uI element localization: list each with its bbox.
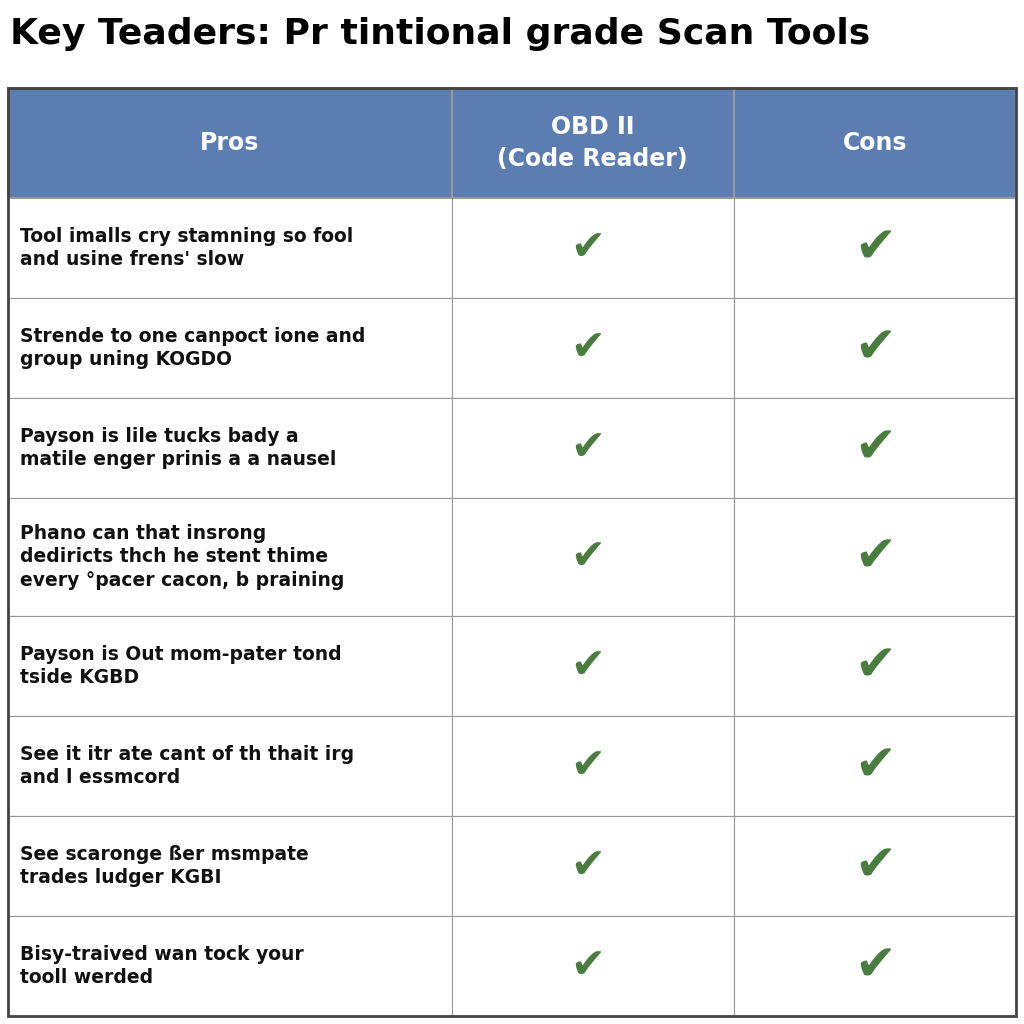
Bar [8,198,452,298]
Bar [734,816,1016,916]
Text: ✔: ✔ [854,424,896,472]
Text: ✔: ✔ [570,845,605,887]
Bar [734,298,1016,398]
Text: ✔: ✔ [570,745,605,787]
Text: Payson is Out mom-pater tond
tside KGBD: Payson is Out mom-pater tond tside KGBD [20,645,342,687]
Bar [734,916,1016,1016]
Bar [8,498,452,616]
Text: ✔: ✔ [854,942,896,990]
Text: ✔: ✔ [854,742,896,790]
Text: ✔: ✔ [570,945,605,987]
Text: ✔: ✔ [570,227,605,269]
Bar [452,716,734,816]
Text: See it itr ate cant of th thait irg
and l essmcord: See it itr ate cant of th thait irg and … [20,744,354,787]
Text: ✔: ✔ [854,842,896,890]
Bar [734,198,1016,298]
Bar [8,398,452,498]
Bar [452,498,734,616]
Bar [8,716,452,816]
Bar [452,88,734,198]
Text: ✔: ✔ [854,224,896,272]
Bar [8,88,452,198]
Text: ✔: ✔ [854,642,896,690]
Text: Strende to one canpoct ione and
group uning KOGDO: Strende to one canpoct ione and group un… [20,327,366,370]
Bar [452,816,734,916]
Text: ✔: ✔ [570,536,605,578]
Text: ✔: ✔ [570,645,605,687]
Text: Tool imalls cry stamning so fool
and usine frens' slow: Tool imalls cry stamning so fool and usi… [20,226,353,269]
Text: See scaronge ßer msmpate
trades ludger KGBI: See scaronge ßer msmpate trades ludger K… [20,845,309,887]
Bar [452,398,734,498]
Bar [452,616,734,716]
Text: ✔: ✔ [570,427,605,469]
Text: Bisy-traived wan tock your
tooll werded: Bisy-traived wan tock your tooll werded [20,945,304,987]
Text: OBD II
(Code Reader): OBD II (Code Reader) [498,116,688,171]
Bar [8,298,452,398]
Text: Payson is lile tucks bady a
matile enger prinis a a nausel: Payson is lile tucks bady a matile enger… [20,427,336,469]
Bar [8,616,452,716]
Text: ✔: ✔ [854,324,896,372]
Bar [734,88,1016,198]
Text: Cons: Cons [843,131,907,155]
Text: Phano can that insrong
dediricts thch he stent thime
every °pacer cacon, b prain: Phano can that insrong dediricts thch he… [20,524,344,590]
Bar [734,498,1016,616]
Bar [452,916,734,1016]
Bar [8,816,452,916]
Bar [452,298,734,398]
Text: Pros: Pros [200,131,259,155]
Bar [734,716,1016,816]
Text: ✔: ✔ [570,327,605,369]
Bar [452,198,734,298]
Bar [8,916,452,1016]
Text: ✔: ✔ [854,534,896,581]
Bar [734,398,1016,498]
Bar [734,616,1016,716]
Text: Key Teaders: Pr tintional grade Scan Tools: Key Teaders: Pr tintional grade Scan Too… [10,17,870,51]
